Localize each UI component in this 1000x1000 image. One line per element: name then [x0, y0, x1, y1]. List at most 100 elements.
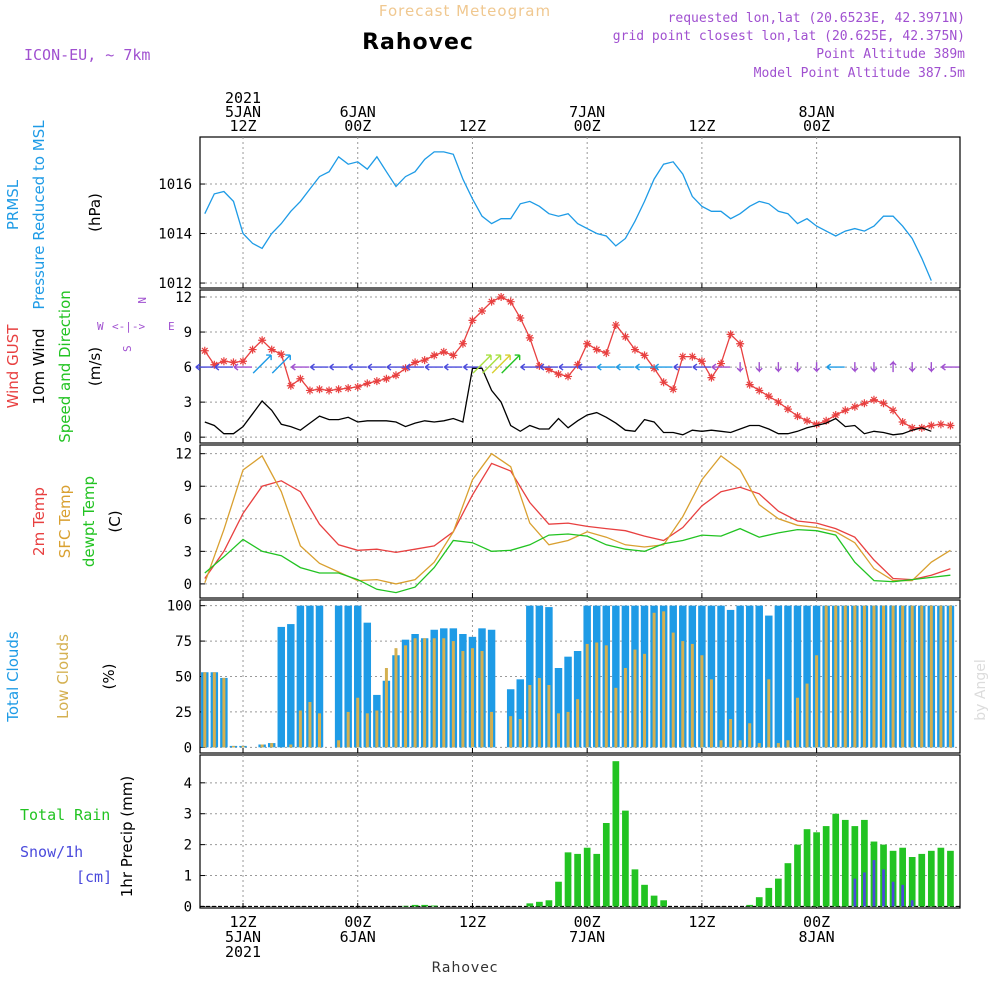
- rain-bar: [622, 810, 629, 907]
- low-cloud-bar: [490, 711, 494, 748]
- gust-marker: [583, 339, 592, 348]
- gust-marker: [544, 365, 553, 374]
- bottom-tick-label: 00Z: [574, 913, 601, 931]
- gust-marker: [267, 345, 276, 354]
- gust-marker: [573, 360, 582, 369]
- rain-bar: [526, 903, 534, 907]
- panel-precip: 0 1 2 3 4 Total Rain Snow/1h [cm] 1hr Precip (mm…: [20, 754, 961, 915]
- rain-bar: [593, 853, 601, 907]
- low-cloud-bar: [786, 740, 790, 748]
- wind-direction-arrow: [501, 354, 521, 374]
- gust-marker: [736, 339, 745, 348]
- gust-marker: [516, 314, 525, 323]
- y-tick-label: 12: [175, 290, 192, 306]
- wind-direction-arrow: [596, 363, 616, 371]
- model-label: ICON-EU, ~ 7km: [24, 46, 150, 64]
- bottom-tick-label: 2021: [225, 943, 261, 961]
- low-cloud-bar: [882, 605, 886, 748]
- rain-bar: [650, 895, 658, 907]
- gust-marker: [449, 351, 458, 360]
- compass-north: N: [135, 297, 148, 304]
- low-cloud-bar: [633, 649, 637, 748]
- gust-marker: [946, 421, 955, 430]
- rain-bar: [536, 901, 543, 907]
- y-tick-label: 3: [184, 395, 192, 411]
- gust-marker: [258, 336, 267, 345]
- gust-marker: [841, 406, 850, 415]
- gust-marker: [707, 373, 716, 382]
- panel-frame: [199, 754, 961, 909]
- low-cloud-bar: [461, 651, 465, 748]
- rain-bar: [602, 823, 610, 907]
- gust-marker: [420, 356, 429, 365]
- series-label: Pressure Reduced to MSL: [30, 120, 48, 310]
- location-title: Rahovec: [362, 30, 474, 55]
- gust-marker: [277, 350, 286, 359]
- series-label: Low Clouds: [54, 634, 72, 719]
- snow-bar: [910, 900, 914, 907]
- gust-marker: [621, 332, 630, 341]
- wind-direction-arrow: [851, 362, 859, 373]
- top-tick-label: 6JAN: [340, 103, 376, 121]
- low-cloud-bar: [308, 702, 312, 748]
- total-cloud-bar: [803, 605, 811, 748]
- footer-location: Rahovec: [431, 960, 498, 976]
- rain-bar: [861, 819, 868, 907]
- point-altitude: Point Altitude 389m: [816, 47, 965, 62]
- wind-direction-arrow: [348, 363, 367, 371]
- low-cloud-bar: [614, 687, 618, 748]
- y-tick-label: 4: [184, 776, 192, 792]
- bottom-tick-label: 12Z: [229, 913, 256, 931]
- low-cloud-bar: [260, 744, 264, 748]
- wind-direction-arrow: [386, 363, 405, 371]
- gust-marker: [487, 297, 496, 306]
- gust-marker: [717, 359, 726, 368]
- wind-direction-arrow: [615, 363, 635, 371]
- compass-east: E: [168, 320, 175, 333]
- low-cloud-bar: [738, 740, 742, 748]
- low-cloud-bar: [662, 611, 666, 748]
- low-cloud-bar: [298, 710, 302, 748]
- gust-marker: [239, 357, 248, 366]
- series-label: Total Clouds: [4, 631, 22, 723]
- total-cloud-bar: [707, 605, 716, 748]
- top-tick-label: 12Z: [229, 117, 256, 135]
- panel-clouds: 0 25 50 75 100 Total Clouds Low Clouds (%): [4, 599, 961, 756]
- top-tick-label: 00Z: [344, 117, 371, 135]
- low-cloud-bar: [394, 648, 398, 748]
- low-cloud-bar: [834, 605, 838, 748]
- gust-marker: [803, 416, 812, 425]
- rain-bar: [918, 853, 926, 907]
- rain-bar: [612, 761, 620, 907]
- y-tick-label: 0: [184, 740, 192, 756]
- gust-marker: [305, 386, 314, 395]
- gust-marker: [822, 416, 831, 425]
- rain-bar: [889, 850, 897, 907]
- gust-marker: [430, 351, 439, 360]
- bottom-tick-label: 12Z: [459, 913, 486, 931]
- model-altitude: Model Point Altitude 387.5m: [754, 66, 965, 81]
- wind-direction-arrow: [233, 363, 253, 371]
- low-cloud-bar: [270, 743, 274, 748]
- gust-marker: [774, 398, 783, 407]
- low-cloud-bar: [719, 740, 723, 748]
- total-cloud-bar: [526, 605, 534, 748]
- total-cloud-bar: [344, 605, 352, 748]
- low-cloud-bar: [767, 679, 771, 748]
- low-cloud-bar: [356, 697, 360, 748]
- total-cloud-bar: [334, 605, 343, 748]
- gust-marker: [468, 316, 477, 325]
- low-cloud-bar: [757, 743, 761, 748]
- rain-bar: [813, 832, 820, 907]
- gust-marker: [611, 321, 620, 330]
- gust-marker: [592, 345, 601, 354]
- total-cloud-bar: [287, 624, 295, 748]
- low-cloud-bar: [805, 683, 809, 748]
- low-cloud-bar: [509, 716, 513, 748]
- series-line-10m-wind: [204, 367, 932, 436]
- gust-marker: [200, 346, 209, 355]
- total-cloud-bar: [354, 605, 362, 748]
- rain-bar: [803, 829, 811, 907]
